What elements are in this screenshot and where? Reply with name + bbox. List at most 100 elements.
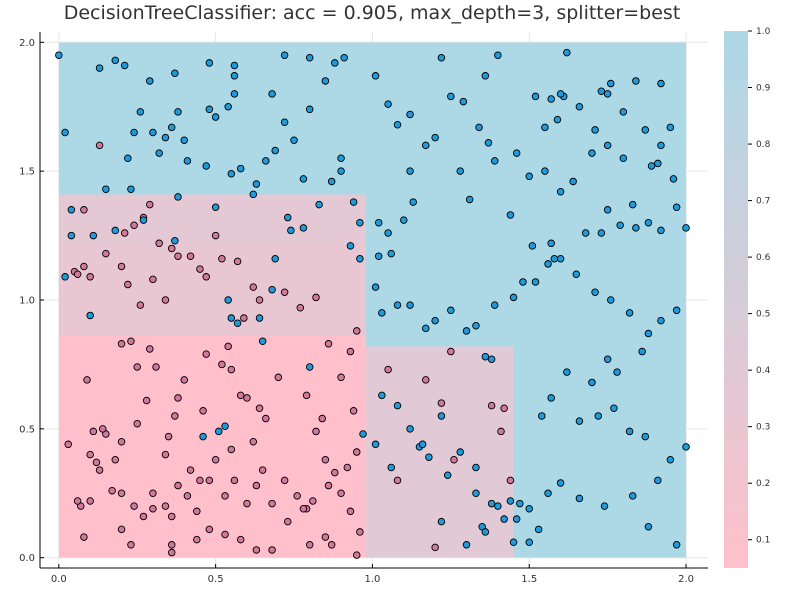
- point-class1-165: [563, 368, 571, 376]
- point-class1-166: [547, 394, 555, 402]
- point-class0-80: [64, 440, 72, 449]
- point-class0-122: [353, 327, 361, 335]
- point-class1-22: [321, 77, 330, 85]
- point-class0-28: [221, 492, 229, 500]
- point-class0-0: [152, 363, 160, 371]
- point-class1-113: [628, 200, 637, 209]
- point-class1-87: [406, 301, 414, 309]
- decision-region-5: [366, 42, 687, 347]
- point-class0-87: [268, 546, 276, 554]
- point-class1-20: [280, 51, 289, 59]
- point-class1-157: [625, 309, 634, 317]
- point-class1-103: [597, 229, 606, 237]
- point-class1-57: [356, 218, 364, 227]
- point-class1-66: [258, 337, 267, 345]
- point-class0-25: [196, 476, 204, 485]
- point-class0-118: [80, 206, 88, 214]
- point-class1-160: [672, 306, 681, 315]
- point-class1-47: [211, 203, 220, 211]
- point-class1-128: [541, 123, 549, 132]
- point-class1-99: [544, 260, 552, 268]
- point-class0-124: [302, 391, 311, 400]
- point-class1-13: [174, 108, 182, 116]
- point-class1-78: [409, 198, 417, 206]
- point-class1-121: [641, 126, 650, 134]
- point-class1-18: [230, 90, 239, 98]
- point-class1-168: [575, 417, 584, 425]
- point-class1-139: [569, 177, 577, 186]
- point-class1-140: [556, 90, 565, 98]
- point-class1-80: [384, 229, 392, 237]
- point-class1-50: [284, 213, 292, 222]
- point-class0-114: [218, 255, 226, 263]
- point-class0-15: [108, 486, 116, 495]
- point-class1-143: [603, 90, 612, 98]
- point-class0-97: [149, 275, 157, 284]
- point-class1-11: [167, 123, 176, 132]
- point-class0-67: [321, 533, 330, 541]
- point-class0-116: [233, 257, 242, 266]
- point-class0-119: [249, 283, 258, 291]
- point-class0-73: [127, 541, 135, 549]
- x-tick-label-1: 0.5: [208, 574, 224, 585]
- point-class0-43: [249, 437, 258, 446]
- point-class0-2: [133, 363, 141, 371]
- point-class1-201: [443, 471, 452, 479]
- point-class0-46: [174, 394, 182, 402]
- point-class1-14: [180, 136, 189, 144]
- point-class0-61: [337, 373, 345, 382]
- point-class0-85: [353, 551, 361, 559]
- point-class1-25: [305, 105, 314, 114]
- point-class1-146: [437, 54, 446, 62]
- point-class0-78: [80, 533, 88, 541]
- point-class1-118: [591, 126, 599, 134]
- point-class0-95: [240, 314, 248, 322]
- point-class0-26: [211, 456, 220, 464]
- point-class1-8: [205, 59, 214, 67]
- y-tick-label-1: 0.5: [19, 424, 35, 435]
- point-class1-209: [215, 427, 223, 436]
- point-class0-16: [117, 489, 126, 498]
- colorbar-tick-label-1: 0.2: [756, 479, 770, 489]
- point-class1-114: [619, 154, 628, 163]
- point-class0-31: [252, 481, 261, 490]
- point-class0-21: [167, 512, 176, 521]
- colorbar-tick-label-8: 0.9: [756, 84, 771, 94]
- point-class0-10: [98, 425, 107, 433]
- y-tick-label-0: 0.0: [19, 553, 35, 564]
- point-class0-89: [299, 504, 308, 513]
- point-class1-0: [55, 51, 63, 59]
- point-class0-92: [255, 296, 264, 304]
- point-class1-26: [280, 118, 289, 126]
- point-class0-53: [255, 404, 264, 412]
- point-class1-131: [481, 72, 490, 80]
- point-class1-29: [262, 157, 270, 165]
- point-class0-38: [324, 481, 333, 490]
- point-class1-1: [61, 128, 69, 137]
- point-class0-6: [86, 450, 94, 459]
- point-class1-203: [425, 453, 433, 461]
- point-class1-3: [111, 56, 120, 65]
- point-class0-79: [149, 489, 157, 498]
- point-class0-81: [171, 412, 179, 420]
- chart-title: DecisionTreeClassifier: acc = 0.905, max…: [64, 2, 681, 24]
- point-class0-126: [384, 365, 392, 374]
- point-class1-75: [431, 133, 439, 142]
- point-class0-94: [186, 252, 195, 260]
- point-class1-156: [607, 296, 615, 304]
- point-class0-12: [95, 466, 104, 474]
- point-class1-92: [472, 322, 480, 330]
- point-class1-65: [233, 319, 242, 327]
- point-class0-102: [80, 262, 88, 271]
- point-class1-135: [512, 149, 521, 157]
- point-class1-207: [199, 432, 207, 441]
- point-class0-68: [305, 541, 314, 549]
- point-class1-187: [462, 541, 471, 549]
- point-class1-172: [641, 432, 650, 441]
- point-class1-141: [563, 48, 571, 57]
- point-class1-54: [327, 177, 336, 186]
- point-class1-158: [644, 329, 653, 338]
- point-class1-119: [597, 87, 606, 96]
- colorbar-gradient: [724, 31, 748, 568]
